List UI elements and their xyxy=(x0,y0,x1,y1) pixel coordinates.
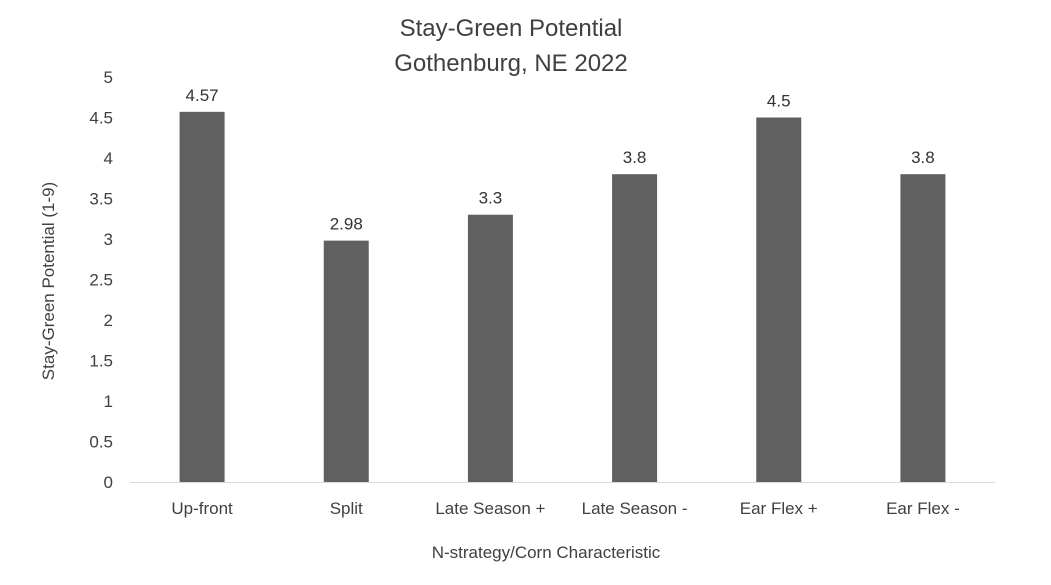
x-tick-label: Late Season - xyxy=(582,499,688,518)
bar xyxy=(612,174,658,482)
bar xyxy=(323,240,369,482)
y-tick-label: 2.5 xyxy=(89,271,113,290)
bar-value-label: 3.8 xyxy=(911,148,935,167)
x-tick-label: Late Season + xyxy=(435,499,545,518)
y-axis-ticks: 0 0.5 1 1.5 2 2.5 3 3.5 4 4.5 5 xyxy=(89,68,113,492)
x-tick-label: Split xyxy=(330,499,363,518)
bar xyxy=(467,214,513,482)
chart-title-line-1: Stay-Green Potential xyxy=(400,15,623,42)
y-tick-label: 1.5 xyxy=(89,352,113,371)
bar-value-label: 3.3 xyxy=(479,189,503,208)
y-tick-label: 2 xyxy=(104,311,113,330)
y-axis-title: Stay-Green Potential (1-9) xyxy=(39,182,58,380)
bars xyxy=(179,111,946,482)
y-tick-label: 4.5 xyxy=(89,109,113,128)
bar xyxy=(179,111,225,482)
y-tick-label: 0 xyxy=(104,473,113,492)
x-tick-label: Up-front xyxy=(171,499,233,518)
bar-value-label: 4.5 xyxy=(767,92,791,111)
bar-value-label: 3.8 xyxy=(623,148,647,167)
bar xyxy=(756,117,802,482)
y-tick-label: 1 xyxy=(104,392,113,411)
data-labels: 4.57 2.98 3.3 3.8 4.5 3.8 xyxy=(186,86,935,234)
bar-value-label: 4.57 xyxy=(186,86,219,105)
x-axis-title: N-strategy/Corn Characteristic xyxy=(432,543,661,562)
bar-value-label: 2.98 xyxy=(330,215,363,234)
y-tick-label: 3.5 xyxy=(89,190,113,209)
chart-title: Stay-Green Potential Gothenburg, NE 2022 xyxy=(394,15,628,77)
y-tick-label: 3 xyxy=(104,230,113,249)
bar xyxy=(900,174,946,482)
x-tick-label: Ear Flex - xyxy=(886,499,960,518)
x-tick-label: Ear Flex + xyxy=(740,499,818,518)
chart-title-line-2: Gothenburg, NE 2022 xyxy=(394,50,628,77)
x-axis-ticks: Up-front Split Late Season + Late Season - E… xyxy=(171,499,959,518)
y-tick-label: 5 xyxy=(104,68,113,87)
y-tick-label: 4 xyxy=(104,149,113,168)
y-tick-label: 0.5 xyxy=(89,433,113,452)
